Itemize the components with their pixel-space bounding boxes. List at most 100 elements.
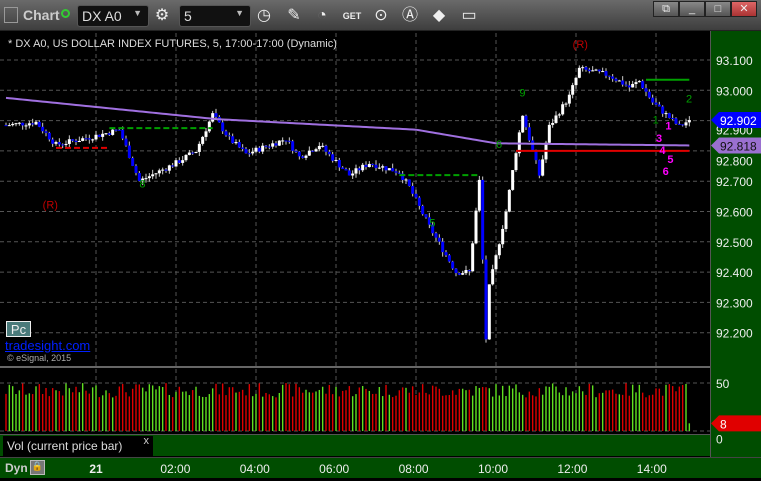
price-tick-label: 93.100 [716,54,753,68]
candle-up [574,77,578,86]
candle-down [467,270,471,272]
candle-down [667,113,671,118]
dyn-label[interactable]: Dyn [5,461,28,475]
candle-up [511,170,515,190]
maximize-icon[interactable]: □ [705,1,731,17]
time-tick-label: 08:00 [398,462,429,476]
candle-up [174,160,178,167]
restore-icon[interactable]: ⧉ [653,1,679,17]
candle-down [391,168,395,172]
chevron-down-icon: ▼ [133,8,142,18]
candle-down [244,148,248,154]
close-icon[interactable]: ✕ [731,1,757,17]
layout-icon[interactable] [4,7,18,23]
time-axis[interactable]: Dyn 🔒 21 02:00 04:00 06:00 08:00 10:00 12:00 14… [0,457,761,478]
candle-up [334,159,338,161]
candle-down [384,166,388,171]
candle-down [661,106,665,114]
candle-up [557,114,561,116]
current-volume-label: 8 [720,417,727,431]
candle-down [407,179,411,187]
candle-up [281,140,285,142]
candle-down [191,152,195,154]
alert-icon[interactable]: Ⓐ [401,7,418,24]
candle-up [514,153,518,171]
candle-down [651,97,655,103]
toolbar: Chart DX A0 ▼ ⚙ 5 ▼ ◷ ✎ ◔ GET ⊙ Ⓐ ◆ ▭ ⧉ _ … [0,0,761,31]
annotation-label: 6 [663,166,669,178]
interval-input[interactable]: 5 ▼ [179,5,251,27]
candle-down [644,88,648,92]
candle-down [297,151,301,157]
candle-up [254,147,258,152]
candle-down [481,179,485,260]
candle-up [64,143,68,145]
clock-icon[interactable]: ◷ [257,7,271,24]
chart-title: * DX A0, US DOLLAR INDEX FUTURES, 5, 17:… [8,38,337,50]
candle-down [484,259,488,340]
volume-legend[interactable]: Vol (current price bar) x [3,435,153,456]
close-icon[interactable]: x [143,435,150,447]
candle-up [354,168,358,174]
annotation-label: 1 [665,121,671,133]
candle-up [477,179,481,211]
candle-up [154,173,158,175]
settings-gear-icon[interactable]: ⚙ [154,7,170,24]
candle-up [271,143,275,147]
site-link[interactable]: tradesight.com [5,338,91,353]
candle-up [7,125,11,127]
candle-down [444,252,448,256]
minimize-icon[interactable]: _ [679,1,705,17]
candle-up [167,165,171,171]
candle-up [147,176,151,179]
candle-down [537,160,541,176]
play-icon[interactable]: ⊙ [374,7,388,24]
candle-down [394,171,398,173]
candle-down [447,255,451,262]
candle-down [227,135,231,137]
candle-up [564,103,568,105]
candle-down [671,117,675,119]
copyright: © eSignal, 2015 [7,353,72,363]
candle-up [234,142,238,144]
time-tick-label: 21 [89,462,103,476]
candle-down [337,159,341,168]
candle-down [327,151,331,155]
candle-up [111,129,115,135]
study-icon[interactable]: ◔ [317,7,327,24]
candle-down [257,147,261,152]
candle-down [607,75,611,77]
lock-icon[interactable]: 🔒 [30,460,45,475]
candle-down [421,205,425,215]
candle-up [34,121,38,125]
candle-up [361,164,365,171]
candle-up [404,179,408,181]
pencil-icon[interactable]: ✎ [287,7,301,24]
candle-down [221,122,225,132]
link-icon[interactable]: ◆ [432,7,446,24]
candle-down [241,147,245,149]
chart-area[interactable] [0,31,761,481]
current-volume-flag [711,415,761,432]
candle-up [594,69,598,71]
candle-down [347,170,351,176]
price-axis[interactable] [710,31,761,457]
price-tick-label: 92.600 [716,206,753,220]
candle-up [501,228,505,245]
pc-button[interactable]: Pc [6,321,31,337]
candle-up [104,133,108,135]
ma-value-label: 92.818 [720,139,757,153]
candle-down [301,156,305,158]
candle-up [591,70,595,72]
comment-icon[interactable]: ▭ [461,7,477,24]
candle-down [434,233,438,238]
annotation-label: 8 [139,178,145,190]
candle-up [634,82,638,84]
candle-down [267,146,271,148]
get-icon[interactable]: GET [342,11,362,21]
candle-down [41,126,45,132]
candle-down [357,168,361,171]
symbol-input[interactable]: DX A0 ▼ [77,5,149,27]
price-tick-label: 93.000 [716,84,753,98]
price-chart[interactable]: 93.10093.00092.90092.80092.70092.60092.5… [0,0,761,457]
